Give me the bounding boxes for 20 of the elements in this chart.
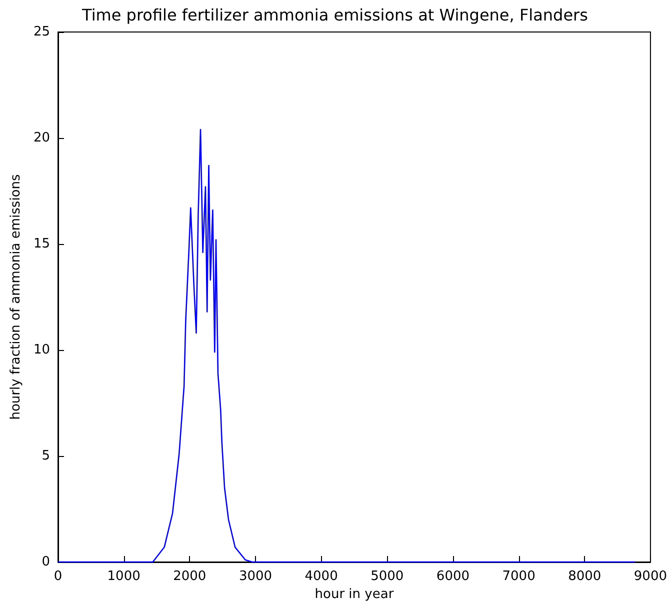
x-tick-label: 0: [54, 569, 62, 584]
x-tick-label: 9000: [634, 569, 668, 584]
x-tick-label: 4000: [304, 569, 338, 584]
y-axis-title: hourly fraction of ammonia emissions: [8, 174, 24, 420]
x-tick-label: 5000: [370, 569, 404, 584]
chart-title: Time profile fertilizer ammonia emissions at Wingene, Flanders: [81, 6, 588, 24]
y-tick-label: 20: [33, 130, 50, 146]
x-tick-label: 3000: [238, 569, 272, 584]
x-tick-label: 6000: [436, 569, 470, 584]
y-tick-label: 0: [42, 554, 50, 570]
x-tick-label: 7000: [502, 569, 536, 584]
x-tick-label: 2000: [173, 569, 206, 584]
x-tick-label: 8000: [568, 569, 602, 584]
y-tick-label: 5: [42, 448, 50, 464]
x-axis-title: hour in year: [314, 586, 394, 602]
y-tick-label: 25: [33, 24, 50, 40]
y-tick-label: 10: [33, 342, 50, 358]
y-tick-label: 15: [33, 236, 50, 252]
line-series: [57, 128, 636, 563]
x-tick-label: 1000: [107, 569, 140, 584]
